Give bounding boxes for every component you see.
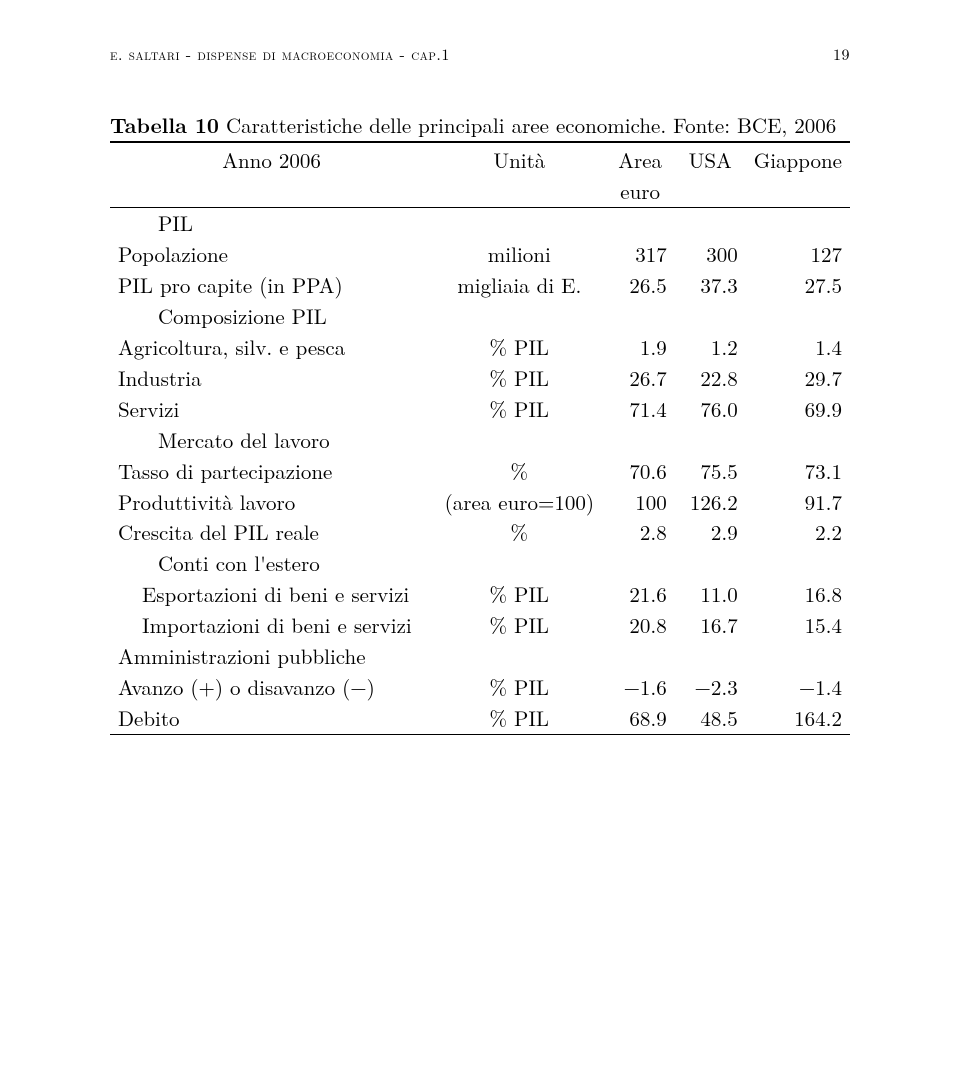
row-unit: % PIL	[433, 363, 605, 394]
row-unit: % PIL	[433, 703, 605, 734]
cell-area-euro: 1.9	[606, 332, 675, 363]
head-unit: Unità	[433, 145, 605, 207]
row-label: Popolazione	[110, 239, 433, 270]
cell-japan: −1.4	[746, 672, 850, 703]
cell-japan: 73.1	[746, 456, 850, 487]
row-unit: %	[433, 456, 605, 487]
table-body: PILPopolazionemilioni317300127PIL pro ca…	[110, 208, 850, 735]
row-unit: milioni	[433, 239, 605, 270]
table-row: Produttività lavoro(area euro=100)100126…	[110, 487, 850, 518]
cell-usa: 1.2	[675, 332, 746, 363]
row-label: Debito	[110, 703, 433, 734]
cell-area-euro: 20.8	[606, 610, 675, 641]
cell-usa: 75.5	[675, 456, 746, 487]
row-unit: % PIL	[433, 332, 605, 363]
cell-usa: 11.0	[675, 579, 746, 610]
cell-japan: 1.4	[746, 332, 850, 363]
cell-area-euro: 68.9	[606, 703, 675, 734]
running-header: e. saltari - dispense di macroeconomia -…	[110, 42, 850, 65]
cell-area-euro: 2.8	[606, 517, 675, 548]
cell-japan: 91.7	[746, 487, 850, 518]
head-area-top: Area	[606, 145, 675, 176]
row-label: Produttività lavoro	[110, 487, 433, 518]
table-caption: Tabella 10 Caratteristiche delle princip…	[110, 111, 850, 139]
cell-usa: 126.2	[675, 487, 746, 518]
table-row: Debito% PIL68.948.5164.2	[110, 703, 850, 734]
cell-area-euro: 71.4	[606, 394, 675, 425]
table-row: Importazioni di beni e servizi% PIL20.81…	[110, 610, 850, 641]
cell-japan: 15.4	[746, 610, 850, 641]
row-label: Industria	[110, 363, 433, 394]
header-left: e. saltari - dispense di macroeconomia -…	[110, 42, 450, 65]
section-heading: Conti con l'estero	[110, 548, 850, 579]
cell-area-euro: 21.6	[606, 579, 675, 610]
section-heading-row: Mercato del lavoro	[110, 425, 850, 456]
section-heading-row: Conti con l'estero	[110, 548, 850, 579]
section-heading: PIL	[110, 208, 850, 239]
row-unit: (area euro=100)	[433, 487, 605, 518]
caption-text: Caratteristiche delle principali aree ec…	[226, 110, 836, 140]
cell-usa: −2.3	[675, 672, 746, 703]
row-label: PIL pro capite (in PPA)	[110, 270, 433, 301]
section-heading: Amministrazioni pubbliche	[110, 641, 850, 672]
table-row: PIL pro capite (in PPA)migliaia di E.26.…	[110, 270, 850, 301]
caption-label: Tabella 10	[110, 110, 219, 140]
cell-area-euro: −1.6	[606, 672, 675, 703]
section-heading-row: PIL	[110, 208, 850, 239]
row-unit: % PIL	[433, 610, 605, 641]
head-area-bottom: euro	[606, 176, 675, 207]
cell-japan: 16.8	[746, 579, 850, 610]
cell-area-euro: 70.6	[606, 456, 675, 487]
cell-usa: 48.5	[675, 703, 746, 734]
cell-usa: 2.9	[675, 517, 746, 548]
head-year: Anno 2006	[110, 145, 433, 207]
cell-usa: 300	[675, 239, 746, 270]
row-unit: % PIL	[433, 579, 605, 610]
cell-japan: 27.5	[746, 270, 850, 301]
row-label: Agricoltura, silv. e pesca	[110, 332, 433, 363]
cell-usa: 37.3	[675, 270, 746, 301]
section-heading-row: Amministrazioni pubbliche	[110, 641, 850, 672]
row-label: Esportazioni di beni e servizi	[110, 579, 433, 610]
cell-area-euro: 317	[606, 239, 675, 270]
cell-area-euro: 100	[606, 487, 675, 518]
section-heading-row: Composizione PIL	[110, 301, 850, 332]
row-unit: % PIL	[433, 394, 605, 425]
table-row: Industria% PIL26.722.829.7	[110, 363, 850, 394]
cell-area-euro: 26.7	[606, 363, 675, 394]
data-table: Anno 2006 Unità Area USA Giappone euro P…	[110, 141, 850, 735]
table-row: Agricoltura, silv. e pesca% PIL1.91.21.4	[110, 332, 850, 363]
cell-japan: 69.9	[746, 394, 850, 425]
cell-japan: 2.2	[746, 517, 850, 548]
cell-usa: 16.7	[675, 610, 746, 641]
table-row: Avanzo (+) o disavanzo (−)% PIL−1.6−2.3−…	[110, 672, 850, 703]
cell-japan: 127	[746, 239, 850, 270]
table-row: Servizi% PIL71.476.069.9	[110, 394, 850, 425]
row-label: Avanzo (+) o disavanzo (−)	[110, 672, 433, 703]
row-label: Servizi	[110, 394, 433, 425]
table-row: Crescita del PIL reale%2.82.92.2	[110, 517, 850, 548]
head-japan: Giappone	[746, 145, 850, 207]
row-unit: migliaia di E.	[433, 270, 605, 301]
row-unit: %	[433, 517, 605, 548]
table-row: Popolazionemilioni317300127	[110, 239, 850, 270]
table-row: Tasso di partecipazione%70.675.573.1	[110, 456, 850, 487]
cell-japan: 164.2	[746, 703, 850, 734]
cell-usa: 22.8	[675, 363, 746, 394]
page-number: 19	[833, 42, 850, 65]
table-header-row: Anno 2006 Unità Area USA Giappone	[110, 145, 850, 176]
table-row: Esportazioni di beni e servizi% PIL21.61…	[110, 579, 850, 610]
row-label: Tasso di partecipazione	[110, 456, 433, 487]
cell-usa: 76.0	[675, 394, 746, 425]
head-usa: USA	[675, 145, 746, 207]
row-label: Importazioni di beni e servizi	[110, 610, 433, 641]
section-heading: Composizione PIL	[110, 301, 850, 332]
row-unit: % PIL	[433, 672, 605, 703]
row-label: Crescita del PIL reale	[110, 517, 433, 548]
cell-japan: 29.7	[746, 363, 850, 394]
section-heading: Mercato del lavoro	[110, 425, 850, 456]
document-page: e. saltari - dispense di macroeconomia -…	[0, 0, 960, 1091]
cell-area-euro: 26.5	[606, 270, 675, 301]
